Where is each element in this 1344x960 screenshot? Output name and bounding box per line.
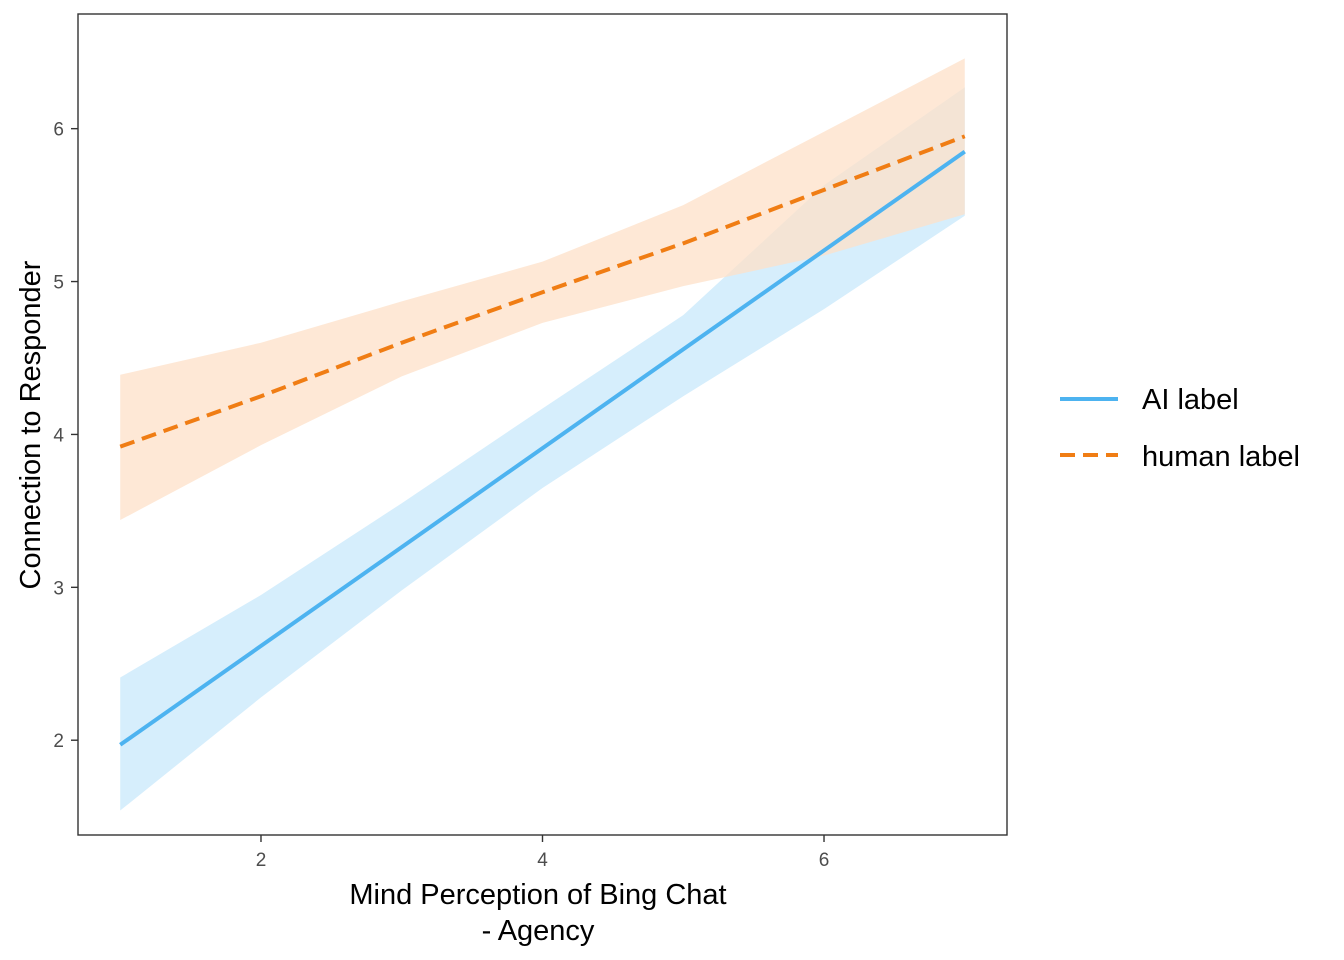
legend-label-ai: AI label <box>1142 384 1239 416</box>
y-tick-label: 5 <box>53 273 64 294</box>
x-tick-label: 2 <box>256 850 267 871</box>
y-axis-title: Connection to Responder <box>15 260 47 589</box>
y-axis-ticks: 2 3 4 5 6 <box>53 120 78 752</box>
series-lines <box>119 134 966 747</box>
legend: AI label human label <box>1060 384 1300 473</box>
y-tick-label: 2 <box>53 731 64 752</box>
series-line-ai-label <box>119 149 966 747</box>
y-tick-label: 6 <box>53 120 64 141</box>
series-line-human-label <box>119 134 966 449</box>
y-tick-label: 3 <box>53 578 64 599</box>
y-tick-label: 4 <box>53 425 64 446</box>
x-tick-label: 4 <box>537 850 548 871</box>
legend-label-human: human label <box>1142 441 1300 473</box>
x-axis-title-line2: - Agency <box>482 915 595 947</box>
ci-band-human-label <box>120 58 965 521</box>
x-tick-label: 6 <box>819 850 830 871</box>
x-axis-title-line1: Mind Perception of Bing Chat <box>349 879 726 911</box>
x-axis-ticks: 2 4 6 <box>256 835 830 871</box>
